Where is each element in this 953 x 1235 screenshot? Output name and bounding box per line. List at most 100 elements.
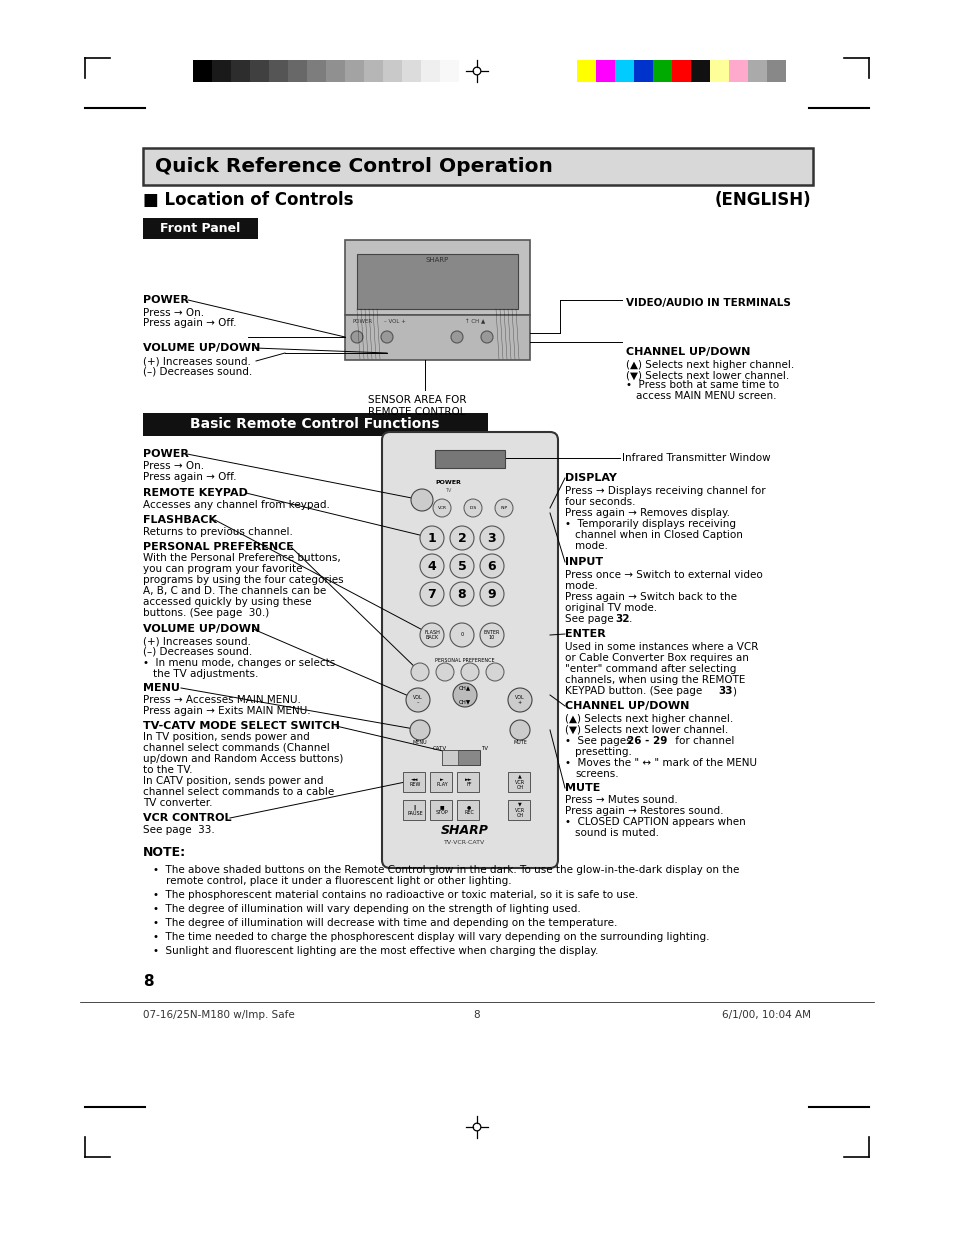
Bar bbox=[382, 61, 401, 82]
Circle shape bbox=[495, 499, 513, 517]
Text: channels, when using the REMOTE: channels, when using the REMOTE bbox=[564, 676, 744, 685]
Text: (▼) Selects next lower channel.: (▼) Selects next lower channel. bbox=[625, 370, 788, 380]
Circle shape bbox=[419, 555, 443, 578]
Text: •  The above shaded buttons on the Remote Control glow in the dark. To use the g: • The above shaded buttons on the Remote… bbox=[152, 864, 739, 876]
FancyBboxPatch shape bbox=[381, 432, 558, 868]
Circle shape bbox=[479, 555, 503, 578]
Text: 9: 9 bbox=[487, 588, 496, 600]
Text: ENTER
10: ENTER 10 bbox=[483, 630, 499, 641]
Text: ■
STOP: ■ STOP bbox=[436, 804, 448, 815]
Text: 33: 33 bbox=[718, 685, 732, 697]
Bar bbox=[307, 61, 326, 82]
Circle shape bbox=[419, 622, 443, 647]
Text: FLASHBACK: FLASHBACK bbox=[143, 515, 216, 525]
Bar bbox=[193, 61, 212, 82]
Text: SENSOR AREA FOR: SENSOR AREA FOR bbox=[367, 395, 466, 405]
Circle shape bbox=[485, 663, 503, 680]
Bar bbox=[709, 61, 728, 82]
Text: (▼) Selects next lower channel.: (▼) Selects next lower channel. bbox=[564, 725, 727, 735]
Text: Accesses any channel from keypad.: Accesses any channel from keypad. bbox=[143, 500, 330, 510]
Text: •  Moves the " ↔ " mark of the MENU: • Moves the " ↔ " mark of the MENU bbox=[564, 758, 757, 768]
Text: TV: TV bbox=[481, 746, 488, 751]
Text: MENU: MENU bbox=[413, 740, 427, 745]
Circle shape bbox=[480, 331, 493, 343]
Text: "enter" command after selecting: "enter" command after selecting bbox=[564, 664, 736, 674]
Text: ): ) bbox=[731, 685, 735, 697]
Bar bbox=[212, 61, 231, 82]
Bar bbox=[143, 219, 257, 240]
Circle shape bbox=[419, 526, 443, 550]
Text: In CATV position, sends power and: In CATV position, sends power and bbox=[143, 776, 323, 785]
Text: POWER: POWER bbox=[353, 319, 373, 324]
Circle shape bbox=[450, 555, 474, 578]
Text: (+) Increases sound.: (+) Increases sound. bbox=[143, 636, 251, 646]
Circle shape bbox=[419, 582, 443, 606]
Text: four seconds.: four seconds. bbox=[564, 496, 635, 508]
Text: Returns to previous channel.: Returns to previous channel. bbox=[143, 527, 293, 537]
Text: (–) Decreases sound.: (–) Decreases sound. bbox=[143, 366, 252, 375]
Bar bbox=[766, 61, 785, 82]
Text: TV converter.: TV converter. bbox=[143, 798, 213, 808]
Text: CH▼: CH▼ bbox=[458, 699, 471, 704]
Text: ↑ CH ▲: ↑ CH ▲ bbox=[464, 319, 485, 324]
Bar bbox=[671, 61, 690, 82]
Text: DISPLAY: DISPLAY bbox=[564, 473, 617, 483]
Text: VOLUME UP/DOWN: VOLUME UP/DOWN bbox=[143, 343, 260, 353]
Text: Press once → Switch to external video: Press once → Switch to external video bbox=[564, 571, 762, 580]
Circle shape bbox=[453, 683, 476, 706]
Text: ▲
VCR
CH: ▲ VCR CH bbox=[515, 773, 524, 790]
Circle shape bbox=[450, 622, 474, 647]
Text: (▲) Selects next higher channel.: (▲) Selects next higher channel. bbox=[564, 714, 733, 724]
Text: INPUT: INPUT bbox=[564, 557, 602, 567]
Circle shape bbox=[380, 331, 393, 343]
Text: ●
REC: ● REC bbox=[463, 804, 474, 815]
Bar bbox=[420, 61, 439, 82]
Text: up/down and Random Access buttons): up/down and Random Access buttons) bbox=[143, 755, 343, 764]
Text: In TV position, sends power and: In TV position, sends power and bbox=[143, 732, 310, 742]
Circle shape bbox=[406, 688, 430, 713]
Text: Press → Accesses MAIN MENU.: Press → Accesses MAIN MENU. bbox=[143, 695, 300, 705]
Text: •  The degree of illumination will decrease with time and depending on the tempe: • The degree of illumination will decrea… bbox=[152, 918, 617, 927]
Text: Press again → Switch back to the: Press again → Switch back to the bbox=[564, 592, 737, 601]
Text: channel when in Closed Caption: channel when in Closed Caption bbox=[575, 530, 742, 540]
Circle shape bbox=[460, 663, 478, 680]
Circle shape bbox=[510, 720, 530, 740]
Text: 07-16/25N-M180 w/Imp. Safe: 07-16/25N-M180 w/Imp. Safe bbox=[143, 1010, 294, 1020]
Bar bbox=[456, 800, 478, 820]
Text: ►
PLAY: ► PLAY bbox=[436, 777, 447, 788]
Text: PERSONAL PREFERENCE: PERSONAL PREFERENCE bbox=[435, 657, 495, 662]
Text: Press again → Restores sound.: Press again → Restores sound. bbox=[564, 806, 722, 816]
Text: TV-CATV MODE SELECT SWITCH: TV-CATV MODE SELECT SWITCH bbox=[143, 721, 339, 731]
Text: FLASH
BACK: FLASH BACK bbox=[424, 630, 439, 641]
Text: (+) Increases sound.: (+) Increases sound. bbox=[143, 356, 251, 366]
Text: INP: INP bbox=[500, 506, 507, 510]
Text: (▲) Selects next higher channel.: (▲) Selects next higher channel. bbox=[625, 359, 794, 370]
Bar bbox=[439, 61, 458, 82]
Circle shape bbox=[507, 688, 532, 713]
Text: Press → On.: Press → On. bbox=[143, 308, 204, 317]
Text: mode.: mode. bbox=[575, 541, 607, 551]
Bar bbox=[143, 148, 812, 185]
Bar bbox=[634, 61, 652, 82]
Text: REMOTE CONTROL: REMOTE CONTROL bbox=[368, 408, 465, 417]
Bar bbox=[402, 772, 424, 792]
Text: sound is muted.: sound is muted. bbox=[575, 827, 659, 839]
Text: 6/1/00, 10:04 AM: 6/1/00, 10:04 AM bbox=[721, 1010, 810, 1020]
Text: 8: 8 bbox=[143, 973, 153, 988]
Text: POWER: POWER bbox=[143, 295, 189, 305]
Text: •  Temporarily displays receiving: • Temporarily displays receiving bbox=[564, 519, 735, 529]
Text: ENTER: ENTER bbox=[564, 629, 605, 638]
Text: Quick Reference Control Operation: Quick Reference Control Operation bbox=[154, 157, 553, 177]
Text: •  Sunlight and fluorescent lighting are the most effective when charging the di: • Sunlight and fluorescent lighting are … bbox=[152, 946, 598, 956]
Text: Press again → Removes display.: Press again → Removes display. bbox=[564, 508, 729, 517]
Text: VOL
+: VOL + bbox=[515, 694, 524, 705]
Bar bbox=[402, 800, 424, 820]
Text: DIS: DIS bbox=[469, 506, 476, 510]
Bar bbox=[577, 61, 596, 82]
Text: to the TV.: to the TV. bbox=[143, 764, 193, 776]
Bar bbox=[435, 450, 504, 468]
Text: VIDEO/AUDIO IN TERMINALS: VIDEO/AUDIO IN TERMINALS bbox=[625, 298, 790, 308]
Circle shape bbox=[450, 526, 474, 550]
Bar bbox=[364, 61, 382, 82]
Bar bbox=[345, 240, 530, 315]
